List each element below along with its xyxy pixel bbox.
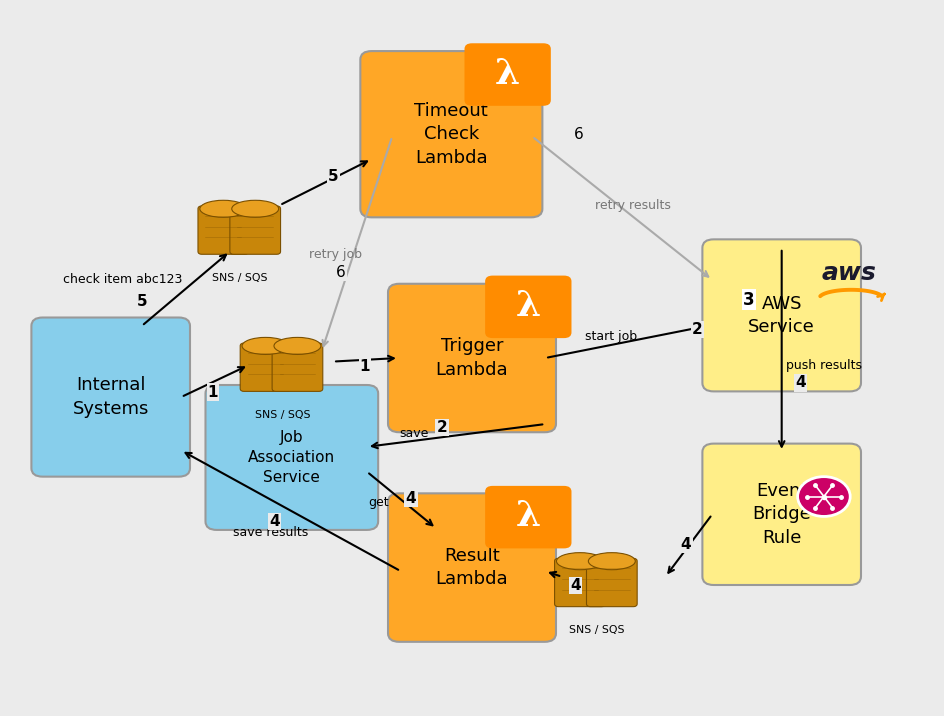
Text: 6: 6 [336, 265, 346, 280]
FancyBboxPatch shape [272, 343, 323, 392]
Text: save results: save results [232, 526, 308, 538]
Text: retry results: retry results [596, 199, 671, 212]
Text: Internal
Systems: Internal Systems [73, 377, 149, 418]
Text: Trigger
Lambda: Trigger Lambda [436, 337, 508, 379]
Text: 4: 4 [270, 514, 280, 529]
Text: 3: 3 [743, 291, 754, 309]
Text: Event
Bridge
Rule: Event Bridge Rule [752, 482, 811, 547]
Text: 4: 4 [406, 491, 416, 506]
Text: 6: 6 [574, 127, 583, 142]
FancyBboxPatch shape [702, 239, 861, 392]
Text: Job
Association
Service: Job Association Service [248, 430, 335, 485]
Circle shape [798, 477, 851, 516]
FancyBboxPatch shape [464, 43, 551, 106]
Text: 4: 4 [795, 375, 806, 390]
Text: start job: start job [585, 330, 637, 343]
Text: SNS / SQS: SNS / SQS [212, 273, 268, 283]
Text: λ: λ [515, 289, 541, 323]
Ellipse shape [232, 200, 278, 218]
Text: Timeout
Check
Lambda: Timeout Check Lambda [414, 102, 488, 167]
Text: 4: 4 [681, 536, 691, 551]
FancyBboxPatch shape [388, 493, 556, 642]
Text: 2: 2 [436, 420, 447, 435]
FancyBboxPatch shape [702, 444, 861, 585]
FancyBboxPatch shape [485, 486, 571, 548]
Text: Result
Lambda: Result Lambda [436, 547, 508, 589]
Text: get: get [368, 495, 389, 509]
Text: check item abc123: check item abc123 [63, 274, 182, 286]
FancyBboxPatch shape [485, 276, 571, 338]
Text: λ: λ [495, 57, 520, 91]
Text: SNS / SQS: SNS / SQS [569, 625, 625, 635]
FancyBboxPatch shape [230, 206, 280, 254]
FancyBboxPatch shape [586, 558, 637, 606]
Text: 5: 5 [136, 294, 147, 309]
FancyBboxPatch shape [388, 284, 556, 432]
Text: λ: λ [515, 500, 541, 533]
FancyBboxPatch shape [361, 51, 543, 218]
Text: push results: push results [786, 359, 862, 372]
Ellipse shape [274, 337, 321, 354]
FancyBboxPatch shape [554, 558, 605, 606]
Ellipse shape [588, 553, 635, 570]
Text: AWS
Service: AWS Service [749, 294, 815, 337]
FancyBboxPatch shape [206, 385, 379, 530]
Text: 5: 5 [328, 169, 338, 183]
Ellipse shape [556, 553, 603, 570]
FancyBboxPatch shape [31, 317, 190, 477]
FancyBboxPatch shape [198, 206, 248, 254]
Text: retry job: retry job [310, 248, 362, 261]
Ellipse shape [200, 200, 246, 218]
Ellipse shape [242, 337, 289, 354]
Text: 1: 1 [208, 384, 218, 400]
Text: save: save [399, 427, 429, 440]
FancyBboxPatch shape [240, 343, 291, 392]
Text: aws: aws [821, 261, 876, 285]
Text: 4: 4 [570, 578, 581, 593]
Text: 1: 1 [360, 359, 370, 374]
Text: 2: 2 [692, 322, 702, 337]
Text: SNS / SQS: SNS / SQS [255, 410, 311, 420]
